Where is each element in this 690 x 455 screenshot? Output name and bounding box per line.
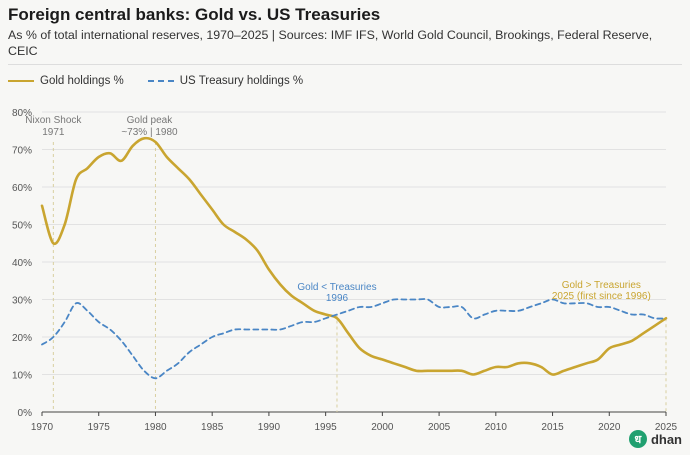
x-tick-label: 1975 bbox=[88, 422, 111, 433]
legend-item-gold: Gold holdings % bbox=[8, 75, 124, 87]
annotation-sublabel-crossover-2025: 2025 (first since 1996) bbox=[552, 291, 651, 302]
x-tick-label: 2020 bbox=[598, 422, 621, 433]
x-tick-label: 2000 bbox=[371, 422, 394, 433]
legend-item-treasury: US Treasury holdings % bbox=[147, 75, 304, 87]
annotation-label-crossover-2025: Gold > Treasuries bbox=[562, 280, 641, 291]
y-tick-label: 70% bbox=[12, 146, 32, 157]
y-tick-label: 30% bbox=[12, 296, 32, 307]
legend-label-treasury: US Treasury holdings % bbox=[179, 75, 304, 87]
gold-holdings-line bbox=[40, 136, 668, 376]
annotation-sublabel-nixon: 1971 bbox=[42, 127, 65, 138]
x-tick-label: 2010 bbox=[485, 422, 508, 433]
x-tick-label: 2025 bbox=[655, 422, 678, 433]
header-divider bbox=[8, 64, 682, 65]
legend-swatch-treasury bbox=[147, 80, 174, 82]
y-tick-label: 10% bbox=[12, 371, 32, 382]
x-tick-label: 1990 bbox=[258, 422, 281, 433]
x-tick-label: 1980 bbox=[144, 422, 167, 433]
x-tick-label: 2005 bbox=[428, 422, 451, 433]
brand-logo: ध dhan bbox=[628, 430, 682, 448]
dhan-logo-icon: ध bbox=[628, 430, 647, 448]
x-tick-label: 1985 bbox=[201, 422, 224, 433]
x-tick-label: 1995 bbox=[315, 422, 338, 433]
chart-subtitle: As % of total international reserves, 19… bbox=[8, 28, 653, 58]
y-tick-label: 80% bbox=[12, 108, 32, 119]
chart-title: Foreign central banks: Gold vs. US Treas… bbox=[8, 5, 381, 24]
y-tick-label: 40% bbox=[12, 258, 32, 269]
x-tick-label: 2015 bbox=[541, 422, 564, 433]
legend-label-gold: Gold holdings % bbox=[40, 75, 124, 87]
legend-swatch-gold bbox=[8, 80, 34, 82]
annotation-sublabel-crossover-1996: 1996 bbox=[326, 293, 349, 304]
treasury-holdings-line bbox=[41, 298, 667, 380]
annotation-sublabel-gold-peak: ~73% | 1980 bbox=[121, 127, 178, 138]
y-tick-label: 20% bbox=[12, 333, 32, 344]
x-tick-label: 1970 bbox=[31, 422, 54, 433]
y-tick-label: 0% bbox=[18, 408, 33, 419]
annotation-label-gold-peak: Gold peak bbox=[127, 115, 174, 126]
brand-name: dhan bbox=[650, 431, 682, 447]
y-tick-label: 60% bbox=[12, 183, 32, 194]
annotation-label-nixon: Nixon Shock bbox=[25, 115, 82, 126]
legend: Gold holdings % US Treasury holdings % bbox=[8, 73, 327, 89]
y-tick-label: 50% bbox=[12, 221, 32, 232]
annotation-label-crossover-1996: Gold < Treasuries bbox=[297, 282, 376, 293]
